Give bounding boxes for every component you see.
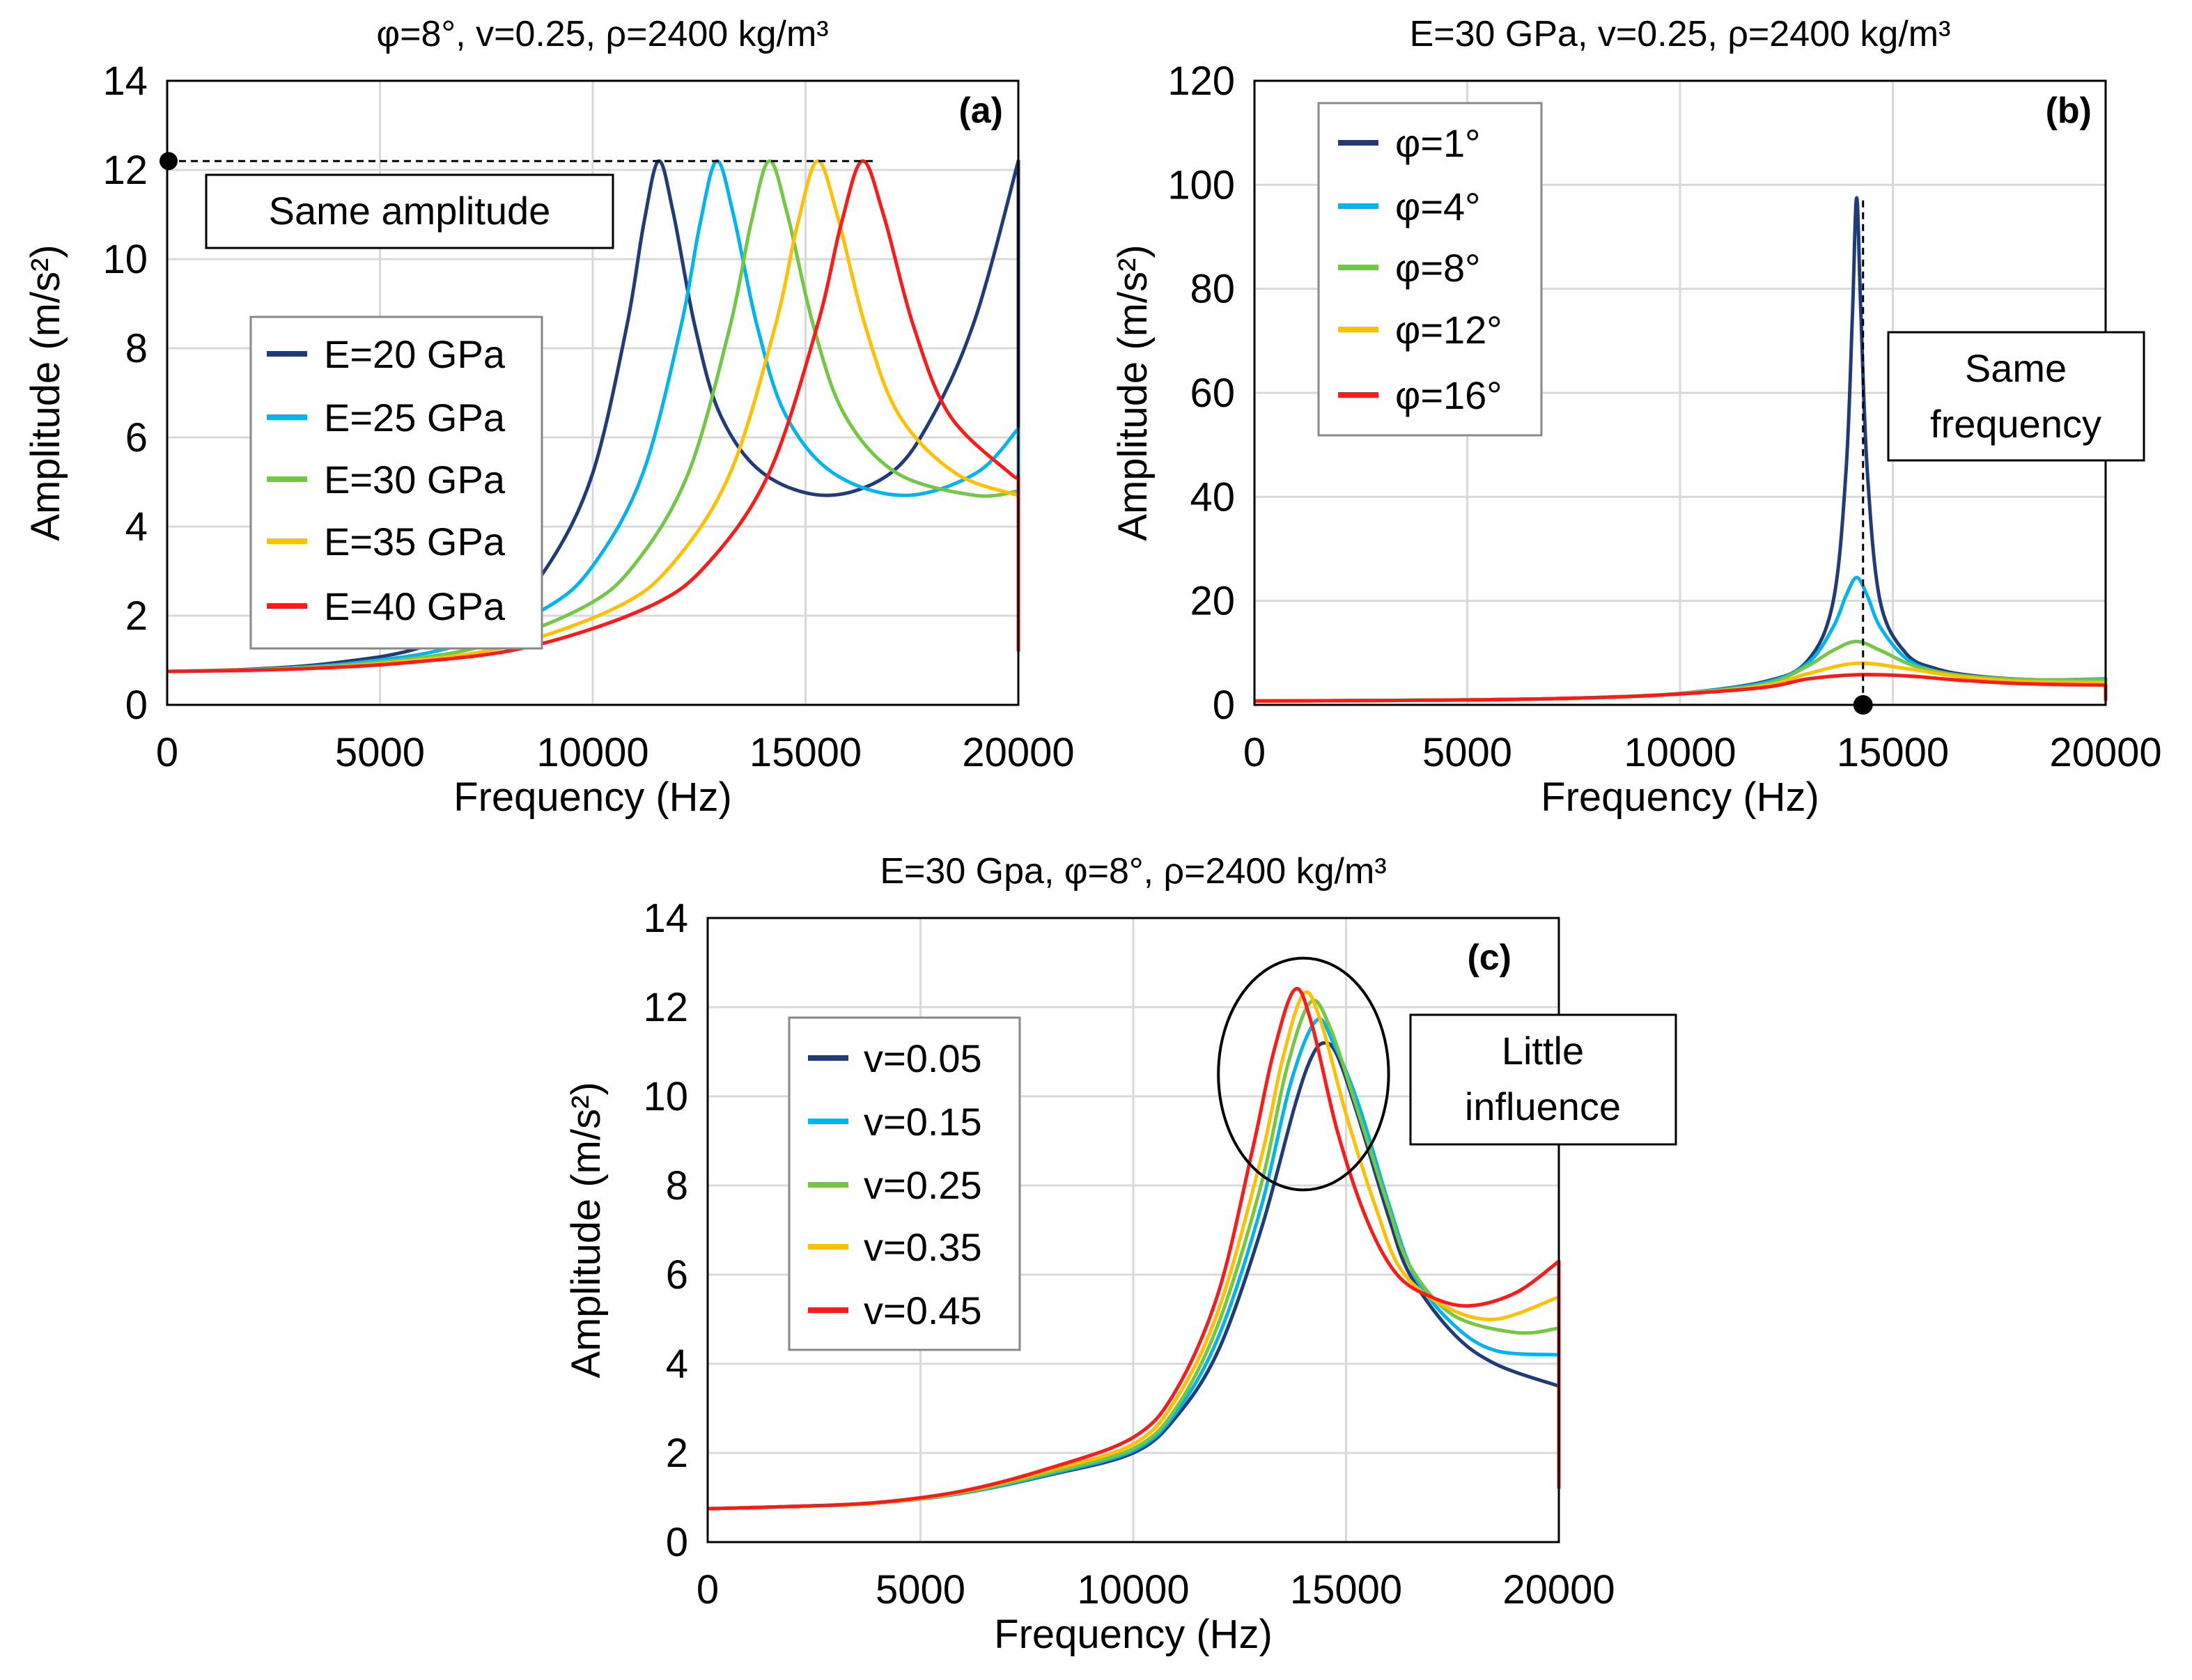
x-tick-label: 15000 — [1290, 1567, 1402, 1612]
y-tick-label: 0 — [666, 1520, 688, 1565]
panel-label: (b) — [2046, 91, 2092, 131]
annotation-text: Same — [1965, 346, 2067, 390]
annotation-box — [1887, 331, 2145, 462]
legend: v=0.05 v=0.15 v=0.25 v=0.35 v=0.45 — [788, 1016, 1021, 1351]
legend: E=20 GPa E=25 GPa E=30 GPa E=35 GPa E=40 GPa — [249, 316, 543, 650]
y-tick-label: 8 — [125, 326, 148, 371]
x-tick-label: 20000 — [2049, 730, 2161, 775]
legend-label: E=25 GPa — [324, 396, 506, 440]
annotation-box — [205, 173, 614, 249]
plot-frame — [166, 79, 1020, 706]
chart-title: E=30 Gpa, φ=8°, ρ=2400 kg/m³ — [880, 851, 1386, 892]
y-axis-label: Amplitude (m/s²) — [23, 244, 68, 540]
legend-label: φ=4° — [1395, 185, 1481, 228]
legend-label: E=20 GPa — [324, 332, 506, 376]
chart-title: E=30 GPa, v=0.25, ρ=2400 kg/m³ — [1410, 14, 1951, 54]
highlight-ellipse — [1217, 956, 1390, 1192]
y-tick-label: 12 — [102, 148, 148, 193]
y-axis-label: Amplitude (m/s²) — [1110, 244, 1156, 540]
legend-label: v=0.05 — [864, 1036, 982, 1080]
y-tick-label: 10 — [643, 1074, 688, 1119]
panel-label: (a) — [958, 91, 1003, 131]
x-tick-label: 10000 — [536, 730, 648, 775]
y-tick-label: 0 — [125, 683, 148, 728]
series-line-E40GPa — [166, 159, 1020, 674]
y-tick-label: 60 — [1190, 371, 1235, 416]
y-axis-label: Amplitude (m/s²) — [563, 1082, 609, 1378]
series-line-E25GPa — [166, 159, 1020, 674]
x-tick-label: 5000 — [335, 730, 425, 775]
y-tick-label: 2 — [666, 1431, 688, 1476]
x-axis-label: Frequency (Hz) — [453, 775, 732, 820]
series-line-v0.45 — [707, 986, 1561, 1511]
legend-label: φ=1° — [1395, 121, 1481, 165]
x-axis-label: Frequency (Hz) — [994, 1612, 1273, 1657]
x-tick-label: 5000 — [1422, 730, 1512, 775]
annotation-text: Little — [1502, 1029, 1584, 1073]
x-tick-label: 0 — [697, 1567, 719, 1612]
legend-label: E=30 GPa — [324, 458, 506, 501]
y-tick-label: 4 — [125, 504, 148, 550]
x-tick-label: 15000 — [1837, 730, 1949, 775]
panel-a: 0 5000 10000 15000 20000 0 2 4 6 8 10 12 14 φ=8°, v=0… — [23, 14, 1075, 820]
annotation-text: frequency — [1930, 402, 2101, 446]
panel-c: 0 5000 10000 15000 20000 0 2 4 6 8 10 12 14 E=30 Gpa,… — [563, 851, 1677, 1657]
y-tick-label: 8 — [666, 1163, 688, 1208]
chart-title: φ=8°, v=0.25, ρ=2400 kg/m³ — [376, 14, 828, 54]
legend: φ=1° φ=4° φ=8° φ=12° φ=16° — [1317, 102, 1543, 437]
y-tick-label: 120 — [1167, 59, 1235, 104]
annotation-box — [1409, 1013, 1677, 1146]
legend-label: v=0.45 — [864, 1289, 982, 1332]
x-tick-label: 10000 — [1624, 730, 1736, 775]
legend-label: v=0.15 — [864, 1100, 982, 1144]
y-tick-label: 12 — [643, 985, 688, 1030]
series-line-E30GPa — [166, 159, 1020, 674]
y-tick-label: 10 — [102, 237, 148, 282]
y-tick-label: 14 — [102, 59, 148, 104]
panel-label: (c) — [1467, 938, 1511, 978]
annotation-text: Same amplitude — [269, 189, 551, 233]
annotation-text: influence — [1465, 1084, 1621, 1128]
y-tick-label: 40 — [1190, 474, 1235, 520]
reference-dot — [1853, 695, 1873, 715]
legend-label: E=40 GPa — [324, 584, 506, 628]
x-tick-label: 0 — [1243, 730, 1266, 775]
y-tick-label: 20 — [1190, 579, 1235, 624]
y-tick-label: 80 — [1190, 267, 1235, 312]
x-tick-label: 10000 — [1077, 1567, 1189, 1612]
y-tick-label: 0 — [1213, 683, 1235, 728]
y-tick-label: 14 — [643, 896, 688, 941]
x-tick-label: 5000 — [876, 1567, 965, 1612]
legend-label: φ=16° — [1395, 373, 1502, 417]
reference-dot — [160, 152, 178, 171]
plot-frame — [706, 917, 1560, 1543]
legend-label: φ=8° — [1395, 246, 1481, 290]
x-tick-label: 0 — [156, 730, 178, 775]
y-tick-label: 6 — [125, 415, 148, 460]
y-tick-label: 6 — [666, 1252, 688, 1298]
panel-b: 0 5000 10000 15000 20000 0 20 40 60 80 100 120 E=30 … — [1110, 14, 2162, 820]
x-tick-label: 20000 — [962, 730, 1074, 775]
legend-label: φ=12° — [1395, 308, 1502, 352]
legend-label: E=35 GPa — [324, 520, 506, 563]
legend-label: v=0.25 — [864, 1163, 982, 1207]
y-tick-label: 4 — [666, 1341, 688, 1387]
x-axis-label: Frequency (Hz) — [1541, 775, 1819, 820]
y-tick-label: 100 — [1167, 162, 1235, 208]
x-tick-label: 15000 — [749, 730, 862, 775]
x-tick-label: 20000 — [1502, 1567, 1615, 1612]
y-tick-label: 2 — [125, 593, 148, 639]
legend-box — [249, 316, 543, 650]
legend-label: v=0.35 — [864, 1225, 982, 1269]
series-line-16 — [1254, 672, 2108, 703]
